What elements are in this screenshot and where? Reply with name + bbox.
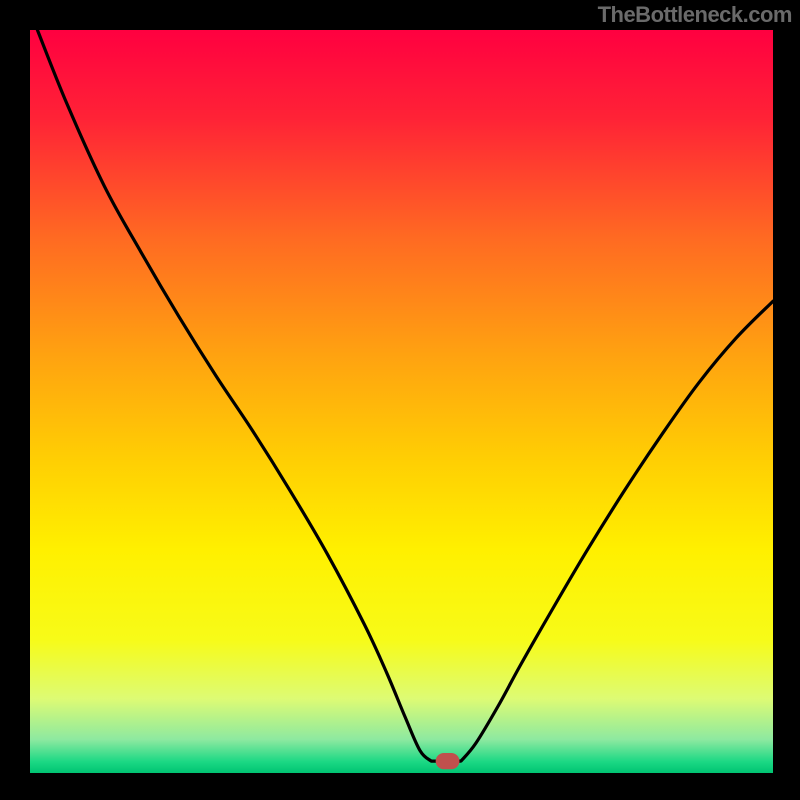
current-config-marker xyxy=(436,753,460,769)
watermark-label: TheBottleneck.com xyxy=(598,2,792,28)
chart-background xyxy=(30,30,773,773)
bottleneck-chart xyxy=(30,30,773,773)
